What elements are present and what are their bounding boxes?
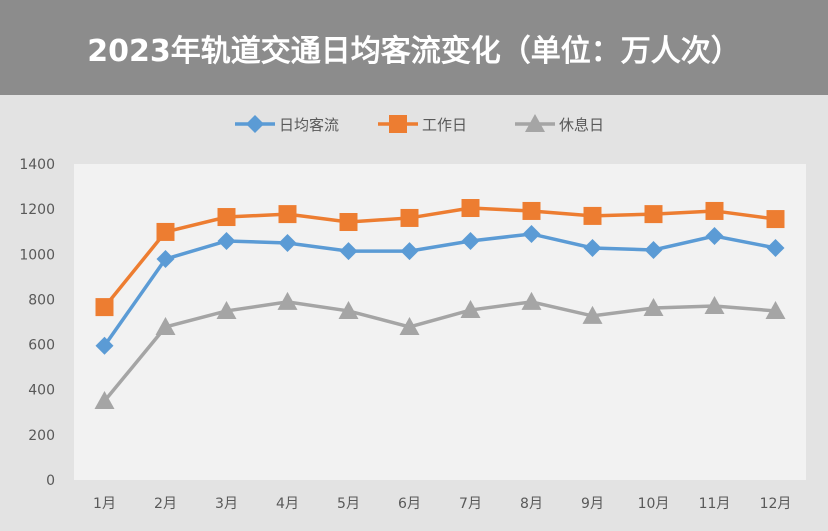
data-point (582, 305, 603, 324)
data-point (217, 208, 236, 227)
data-point (155, 316, 176, 335)
data-point (156, 250, 175, 269)
data-point (705, 227, 724, 246)
x-tick-label: 11月 (699, 496, 731, 512)
legend-marker (389, 115, 407, 133)
data-point (644, 240, 663, 259)
legend-label: 工作日 (422, 116, 467, 134)
data-point (338, 300, 359, 319)
data-point (766, 238, 785, 257)
data-point (277, 291, 298, 310)
data-point (217, 231, 236, 250)
data-point (399, 316, 420, 335)
x-tick-label: 2月 (154, 496, 177, 512)
x-tick-label: 12月 (760, 496, 792, 512)
data-point (400, 242, 419, 261)
data-point (522, 201, 541, 220)
data-point (339, 242, 358, 261)
data-point (704, 295, 725, 314)
legend-marker (246, 115, 264, 133)
series-line (103, 300, 776, 403)
y-tick-label: 400 (28, 383, 55, 399)
data-point (583, 238, 602, 257)
x-tick-label: 3月 (215, 496, 238, 512)
y-tick-label: 1000 (19, 247, 55, 263)
data-point (339, 213, 358, 232)
x-tick-label: 5月 (337, 496, 360, 512)
data-point (521, 291, 542, 310)
x-tick-label: 10月 (638, 496, 670, 512)
data-point (216, 300, 237, 319)
series-1 (95, 199, 785, 317)
data-point (766, 210, 785, 229)
x-tick-label: 1月 (93, 496, 116, 512)
plot-area (74, 164, 806, 480)
x-tick-label: 6月 (398, 496, 421, 512)
data-point (522, 224, 541, 243)
x-tick-label: 9月 (581, 496, 604, 512)
data-point (95, 298, 114, 317)
series-2 (94, 291, 786, 409)
y-tick-label: 1400 (19, 157, 55, 173)
data-point (705, 201, 724, 220)
data-point (461, 231, 480, 250)
data-point (156, 222, 175, 241)
series-line (103, 232, 776, 347)
y-tick-label: 800 (28, 292, 55, 308)
y-tick-label: 0 (46, 473, 55, 489)
data-point (460, 300, 481, 319)
data-point (644, 205, 663, 224)
x-tick-label: 8月 (520, 496, 543, 512)
data-point (400, 208, 419, 227)
data-point (461, 199, 480, 218)
legend-label: 日均客流 (279, 116, 339, 134)
y-tick-label: 1200 (19, 202, 55, 218)
legend-label: 休息日 (559, 116, 604, 134)
legend-marker (525, 114, 545, 132)
series-0 (95, 224, 785, 355)
series-line (103, 206, 776, 309)
y-tick-label: 600 (28, 338, 55, 354)
data-point (583, 206, 602, 225)
x-tick-label: 4月 (276, 496, 299, 512)
data-point (765, 300, 786, 319)
data-point (94, 391, 115, 409)
data-point (278, 234, 297, 252)
data-point (278, 205, 297, 224)
data-point (95, 336, 114, 355)
data-point (643, 298, 664, 317)
chart-title: 2023年轨道交通日均客流变化（单位：万人次） (0, 0, 828, 95)
y-tick-label: 200 (28, 428, 55, 444)
x-tick-label: 7月 (459, 496, 482, 512)
